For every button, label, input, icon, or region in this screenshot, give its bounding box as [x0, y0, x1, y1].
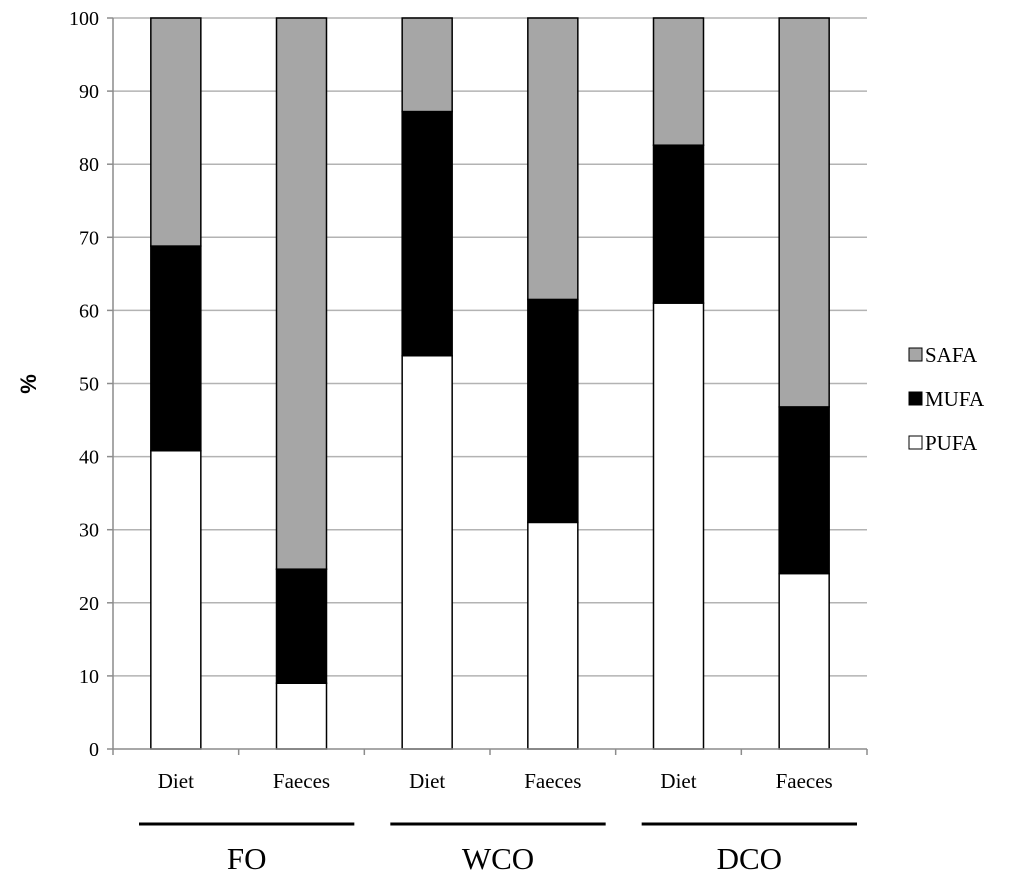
- group-label: WCO: [462, 841, 534, 873]
- bar-segment-safa: [150, 17, 202, 247]
- y-tick-label: 50: [79, 374, 99, 396]
- y-tick-label: 0: [89, 739, 99, 761]
- y-tick-label: 30: [79, 520, 99, 542]
- bar-segment-safa: [401, 17, 453, 113]
- legend-label-safa: SAFA: [925, 343, 978, 367]
- y-tick-label: 100: [69, 8, 99, 30]
- legend-label-mufa: MUFA: [925, 387, 985, 411]
- bar-segment-safa: [527, 17, 579, 301]
- category-labels: Diet Faeces Diet Faeces Diet Faeces: [158, 769, 833, 793]
- bar-segment-mufa: [778, 406, 830, 575]
- y-tick-labels: 0 10 20 30 40 50 60 70 80 90 100: [69, 8, 99, 761]
- y-tick-label: 20: [79, 593, 99, 615]
- bar-segment-safa: [652, 17, 705, 146]
- group-label: FO: [227, 841, 267, 873]
- legend-swatch-mufa: [908, 391, 923, 406]
- y-tick-label: 70: [79, 227, 99, 249]
- bars: [150, 17, 830, 750]
- bar-segment-pufa: [275, 682, 328, 750]
- category-label: Faeces: [524, 769, 581, 793]
- category-label: Diet: [158, 769, 194, 793]
- bar-segment-pufa: [527, 521, 579, 750]
- legend-swatch-safa: [908, 347, 923, 362]
- legend-label-pufa: PUFA: [925, 431, 978, 455]
- bar-segment-mufa: [150, 245, 202, 452]
- group-labels: FO WCO DCO: [139, 822, 857, 873]
- bar-segment-pufa: [401, 354, 453, 750]
- category-label: Diet: [409, 769, 445, 793]
- legend: SAFA MUFA PUFA: [908, 343, 985, 455]
- gridlines: [113, 17, 867, 677]
- category-label: Faeces: [776, 769, 833, 793]
- bar-segment-mufa: [527, 298, 579, 524]
- bar-segment-pufa: [652, 302, 705, 750]
- y-tick-label: 80: [79, 154, 99, 176]
- bar-segment-pufa: [778, 572, 830, 750]
- category-label: Faeces: [273, 769, 330, 793]
- bar-segment-safa: [275, 17, 328, 570]
- bar-segment-pufa: [150, 450, 202, 750]
- y-tick-label: 60: [79, 300, 99, 322]
- y-tick-label: 10: [79, 666, 99, 688]
- y-tick-label: 90: [79, 81, 99, 103]
- legend-swatch-pufa: [908, 435, 923, 450]
- bar-segment-safa: [778, 17, 830, 408]
- axes: [107, 17, 868, 755]
- bar-segment-mufa: [275, 568, 328, 684]
- group-label: DCO: [717, 841, 782, 873]
- category-label: Diet: [660, 769, 696, 793]
- bar-segment-mufa: [401, 110, 453, 357]
- bar-segment-mufa: [652, 144, 705, 304]
- y-axis-title: %: [16, 374, 41, 394]
- y-tick-label: 40: [79, 447, 99, 469]
